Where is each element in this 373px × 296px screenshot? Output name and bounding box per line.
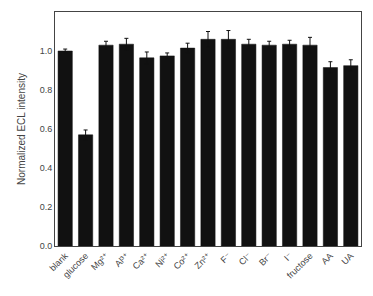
svg-text:0.8: 0.8 bbox=[40, 85, 53, 95]
svg-text:Zn²⁺: Zn²⁺ bbox=[193, 251, 213, 271]
svg-text:Ca²⁺: Ca²⁺ bbox=[131, 251, 152, 272]
svg-text:0.4: 0.4 bbox=[40, 163, 53, 173]
svg-text:1.0: 1.0 bbox=[40, 46, 53, 56]
svg-text:0.6: 0.6 bbox=[40, 124, 53, 134]
svg-text:blank: blank bbox=[48, 250, 71, 273]
svg-text:UA: UA bbox=[339, 251, 355, 267]
svg-text:F⁻: F⁻ bbox=[219, 251, 233, 265]
svg-text:Normalized ECL intensity: Normalized ECL intensity bbox=[16, 73, 27, 185]
svg-text:Ni²⁺: Ni²⁺ bbox=[153, 251, 172, 270]
svg-text:Mg²⁺: Mg²⁺ bbox=[89, 251, 111, 273]
svg-text:Al³⁺: Al³⁺ bbox=[113, 251, 131, 269]
svg-text:fructose: fructose bbox=[285, 251, 315, 281]
svg-text:Br⁻: Br⁻ bbox=[257, 251, 274, 268]
svg-text:Co²⁺: Co²⁺ bbox=[172, 251, 193, 272]
svg-text:0.2: 0.2 bbox=[40, 202, 53, 212]
svg-text:0.0: 0.0 bbox=[40, 241, 53, 251]
svg-text:glucose: glucose bbox=[61, 251, 90, 280]
svg-text:AA: AA bbox=[319, 251, 335, 267]
svg-text:Cl⁻: Cl⁻ bbox=[237, 251, 254, 268]
svg-text:I⁻: I⁻ bbox=[282, 251, 294, 263]
